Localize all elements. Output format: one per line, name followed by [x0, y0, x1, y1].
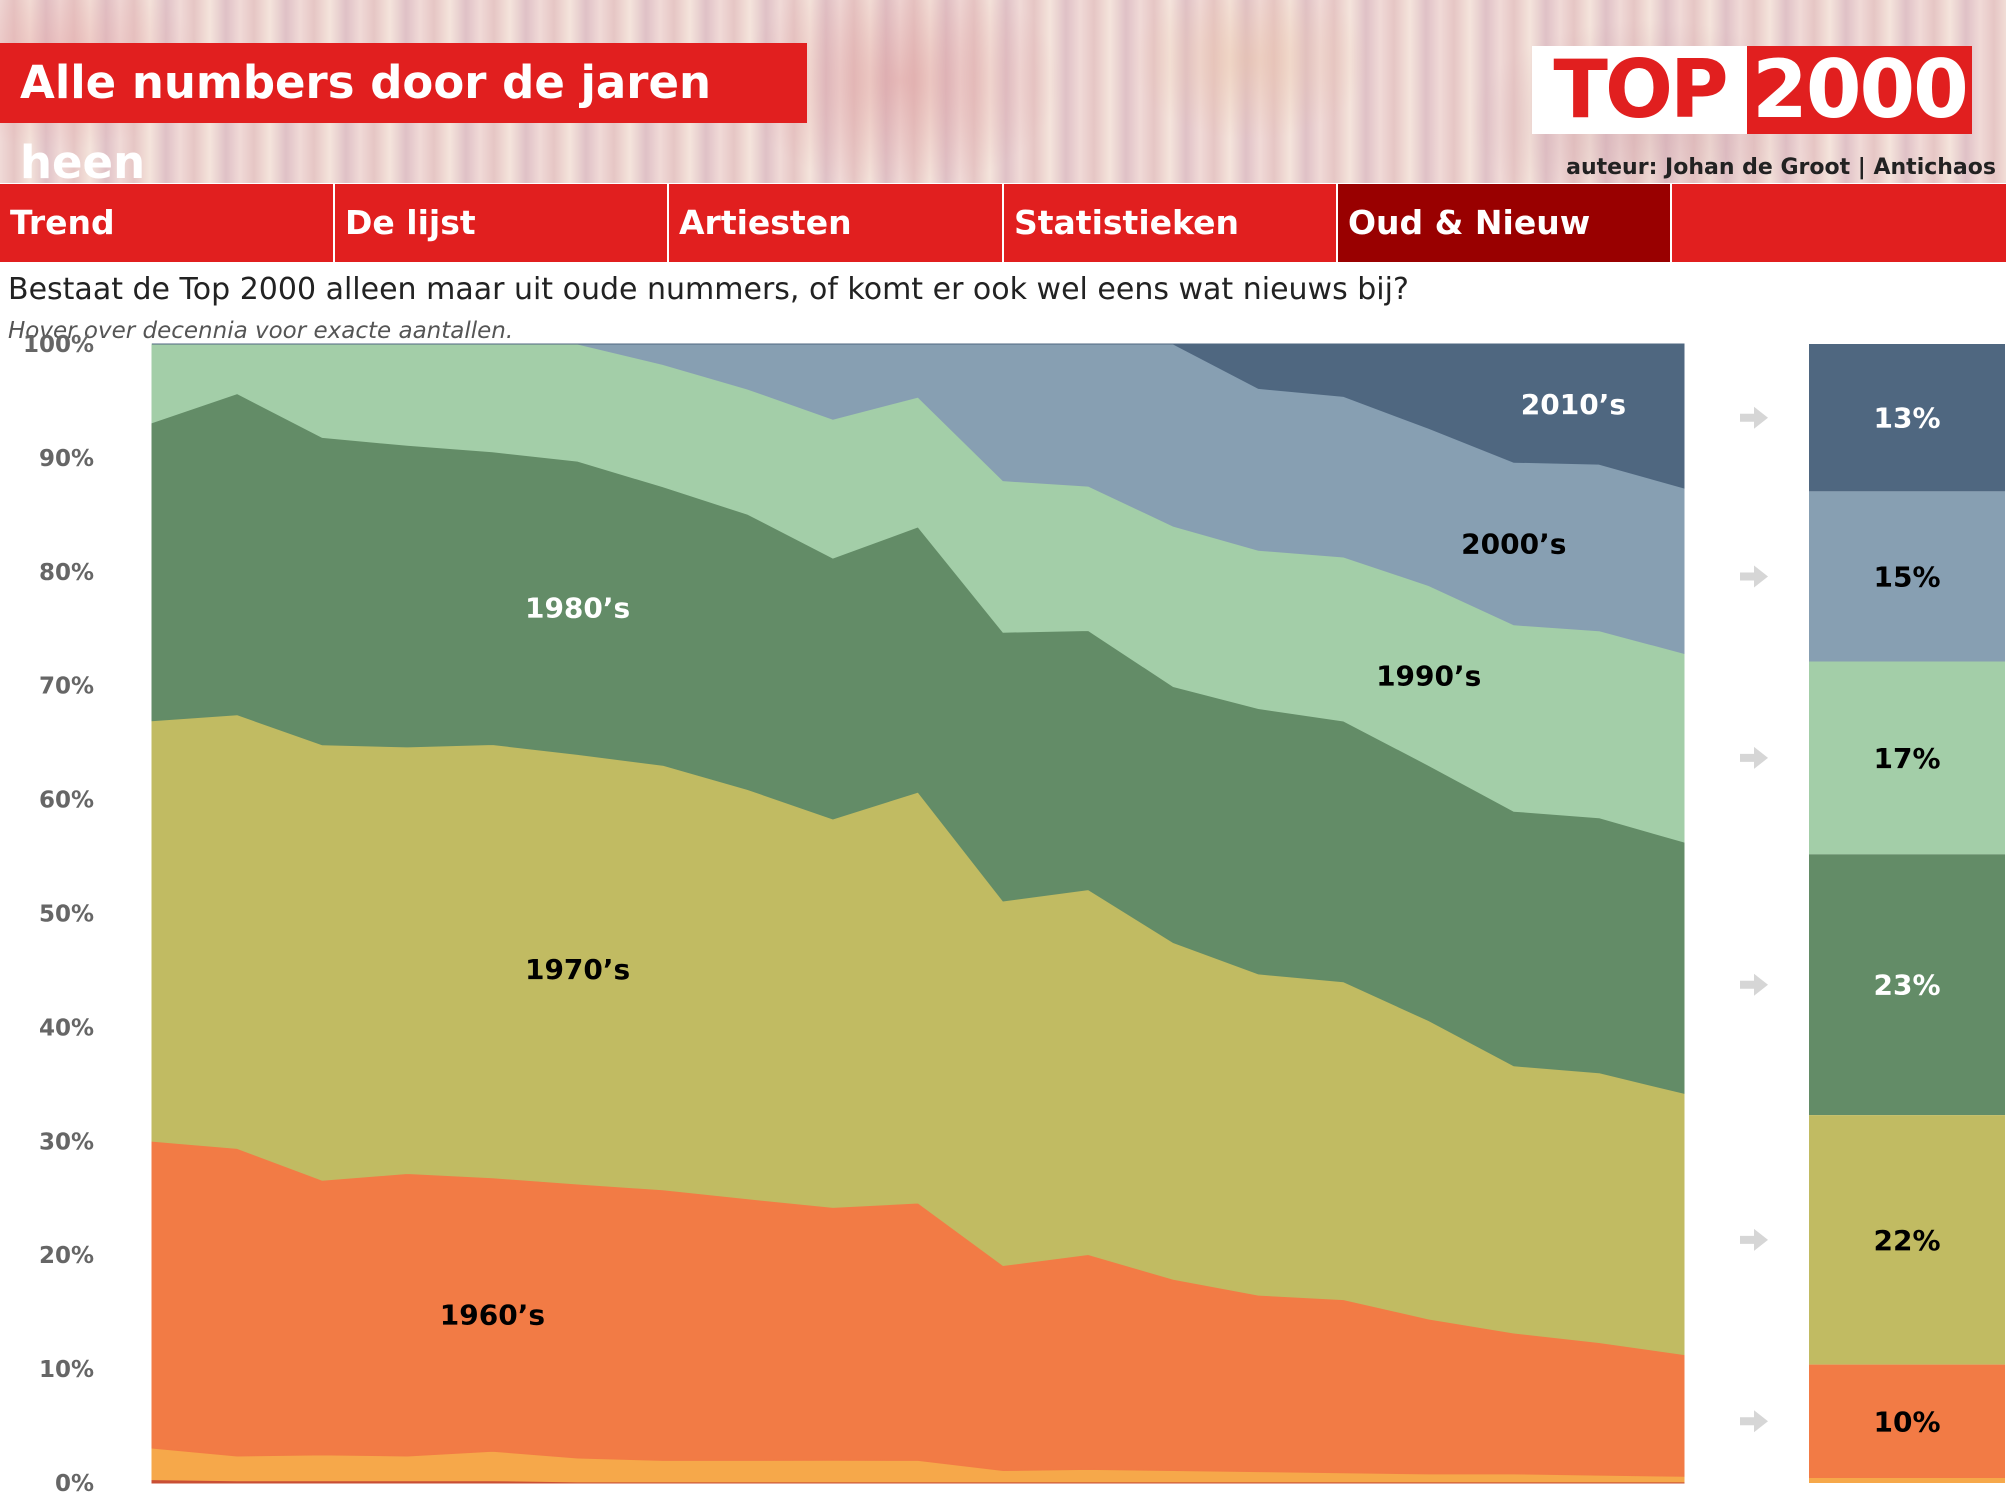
decade-share-chart: 0% 10% 20% 30% 40% 50% 60% 70% 80% 90% 100% 1960’s… [23, 332, 2005, 1494]
arrow-right-icon [1740, 973, 1768, 996]
decade-label-2000s: 2000’s [1461, 528, 1566, 561]
area-2010s[interactable] [152, 343, 1685, 489]
tab-artiesten[interactable]: Artiesten [667, 184, 1002, 262]
bar-label-1960s: 10% [1873, 1405, 1940, 1438]
bar-segment-2010s[interactable] [1809, 344, 2005, 492]
arrow-right-icon [1740, 1410, 1768, 1433]
tab-oud-en-nieuw[interactable]: Oud & Nieuw [1336, 184, 1670, 262]
decade-label-1980s: 1980’s [525, 592, 630, 625]
bar-label-1970s: 22% [1873, 1224, 1940, 1257]
bar-label-1990s: 17% [1873, 742, 1940, 775]
top2000-logo: TOP 2000 [1532, 46, 1972, 134]
nav-tabs: Trend De lijst Artiesten Statistieken Ou… [0, 184, 2006, 262]
author-credit: auteur: Johan de Groot | Antichaos [1566, 155, 1996, 180]
y-tick-label: 40% [39, 1015, 94, 1041]
decade-label-1970s: 1970’s [525, 953, 630, 986]
y-tick-label: 90% [39, 446, 94, 472]
y-tick-label: 30% [39, 1129, 94, 1155]
intro-question: Bestaat de Top 2000 alleen maar uit oude… [8, 272, 1409, 307]
bar-label-1980s: 23% [1873, 969, 1940, 1002]
arrow-right-icon [1740, 1228, 1768, 1251]
arrow-right-icon [1740, 565, 1768, 588]
bar-segment-1990s[interactable] [1809, 661, 2005, 855]
y-tick-label: 70% [39, 674, 94, 700]
y-tick-label: 0% [55, 1471, 94, 1494]
y-tick-label: 100% [23, 332, 94, 358]
bar-segment-1970s[interactable] [1809, 1115, 2005, 1365]
decade-label-1990s: 1990’s [1376, 659, 1481, 692]
bar-label-2010s: 13% [1873, 402, 1940, 435]
decade-label-2010s: 2010’s [1521, 388, 1626, 421]
bar-label-2000s: 15% [1873, 561, 1940, 594]
tab-statistieken[interactable]: Statistieken [1002, 184, 1336, 262]
tab-empty[interactable] [1670, 184, 2006, 262]
y-axis: 0% 10% 20% 30% 40% 50% 60% 70% 80% 90% 100% [23, 332, 94, 1494]
arrow-right-icon [1740, 406, 1768, 429]
y-tick-label: 50% [39, 902, 94, 928]
summary-bar: 13% 15% 17% 23% 22% 10% [1740, 344, 2005, 1483]
bar-segment-2000s[interactable] [1809, 491, 2005, 662]
decade-label-1960s: 1960’s [440, 1299, 545, 1332]
y-tick-label: 20% [39, 1243, 94, 1269]
bar-segment-1980s[interactable] [1809, 854, 2005, 1116]
bar-segment-1960s[interactable] [1809, 1364, 2005, 1478]
decade-labels: 1960’s 1970’s 1980’s 1990’s 2000’s 2010’s [440, 388, 1626, 1332]
intro-hint: Hover over decennia voor exacte aantalle… [8, 318, 514, 344]
y-tick-label: 60% [39, 788, 94, 814]
logo-number-text: 2000 [1747, 46, 1972, 134]
page-title: Alle numbers door de jaren heen [0, 43, 807, 183]
arrow-right-icon [1740, 746, 1768, 769]
header-banner: Alle numbers door de jaren heen TOP 2000… [0, 0, 2006, 183]
y-tick-label: 80% [39, 560, 94, 586]
area-chart [151, 343, 1685, 1484]
bar-segment-older[interactable] [1809, 1478, 2005, 1483]
logo-top-text: TOP [1532, 46, 1747, 134]
tab-de-lijst[interactable]: De lijst [333, 184, 667, 262]
tab-trend[interactable]: Trend [0, 184, 333, 262]
y-tick-label: 10% [39, 1357, 94, 1383]
